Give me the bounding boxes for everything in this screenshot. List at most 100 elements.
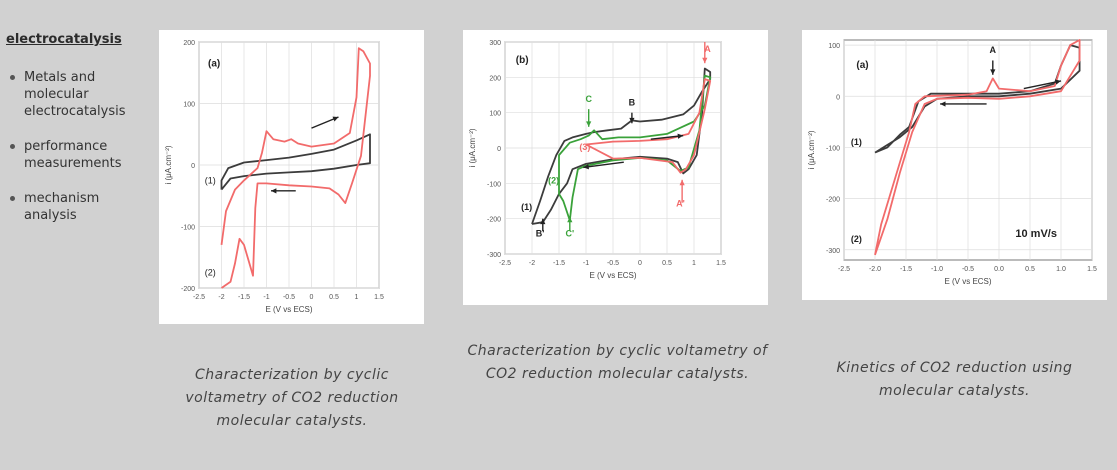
- y-tick-label: -200: [487, 217, 501, 224]
- x-tick-label: 0: [310, 294, 314, 301]
- y-tick-label: -100: [826, 145, 840, 152]
- panel-label: (b): [516, 55, 529, 66]
- sidebar-list: Metals and molecular electrocatalysis pe…: [6, 69, 146, 224]
- y-axis-label: i (μA.cm⁻²): [807, 130, 816, 169]
- annotation-label: A': [676, 198, 685, 208]
- x-tick-label: -1: [583, 260, 589, 267]
- annotation-arrow-head: [677, 133, 684, 139]
- chart-panel-3: -2.5 -2.0 -1.5 -1.0 -0.5 0.0 0.5 1.0 1.5 -300 -200…: [802, 30, 1107, 300]
- x-tick-label: -1.5: [900, 266, 912, 273]
- annotation-arrow-head: [1055, 79, 1061, 85]
- x-tick-label: -2: [529, 260, 535, 267]
- y-tick-label: 0: [191, 163, 195, 170]
- panel-label: (a): [856, 60, 868, 71]
- panel-label: (a): [208, 59, 220, 70]
- y-tick-label: 100: [489, 111, 501, 118]
- annotation-arrow: [650, 134, 684, 140]
- x-tick-label: -2: [218, 294, 224, 301]
- x-tick-label: 0.5: [662, 260, 672, 267]
- sidebar-title[interactable]: electrocatalysis: [6, 32, 122, 47]
- x-tick-label: -1.5: [553, 260, 565, 267]
- y-tick-label: 300: [489, 40, 501, 47]
- annotation-arrow: [583, 161, 624, 169]
- chart-panel-1: -2.5 -2 -1.5 -1 -0.5 0 0.5 1 1.5 -200 -100 0 100 200 E…: [159, 30, 424, 324]
- y-tick-label: -300: [487, 252, 501, 259]
- sidebar-item-mechanism[interactable]: mechanism analysis: [6, 190, 124, 224]
- x-tick-label: 1: [692, 260, 696, 267]
- x-tick-label: -1: [263, 294, 269, 301]
- x-tick-label: -0.5: [962, 266, 974, 273]
- y-tick-label: 200: [183, 40, 195, 47]
- annotation-arrow-head: [990, 69, 996, 75]
- x-tick-label: -2.5: [838, 266, 850, 273]
- scan-rate-label: 10 mV/s: [1015, 228, 1057, 240]
- annotation-label: (3): [579, 142, 590, 152]
- sidebar-item-metals[interactable]: Metals and molecular electrocatalysis: [6, 69, 142, 120]
- y-axis-label: i (μA.cm⁻²): [164, 145, 173, 184]
- annotation-arrow-head: [702, 57, 708, 64]
- y-axis-label: i (μA.cm⁻²): [468, 128, 477, 167]
- annotation-label: (2): [548, 175, 559, 185]
- annotation-label: C': [565, 228, 574, 238]
- y-tick-label: -200: [181, 286, 195, 293]
- y-tick-label: -200: [826, 197, 840, 204]
- caption-1: Characterization by cyclic voltametry of…: [185, 367, 399, 429]
- annotation-arrow-head: [567, 216, 573, 223]
- x-tick-label: 1: [355, 294, 359, 301]
- annotation-label: B': [536, 228, 545, 238]
- chart-panel-2: -2.5 -2 -1.5 -1 -0.5 0 0.5 1 1.5 -300 -200 -100 0 100…: [463, 30, 768, 305]
- sidebar-item-performance[interactable]: performance measurements: [6, 138, 142, 172]
- series-line-3: [585, 78, 712, 174]
- series-line-2: [220, 47, 371, 289]
- x-tick-label: -2.0: [869, 266, 881, 273]
- x-tick-label: 0.5: [1025, 266, 1035, 273]
- x-tick-label: 1.5: [716, 260, 726, 267]
- x-tick-label: -2.5: [193, 294, 205, 301]
- x-tick-label: 0.5: [329, 294, 339, 301]
- y-tick-label: 0: [497, 146, 501, 153]
- chart-2: -2.5 -2 -1.5 -1 -0.5 0 0.5 1 1.5 -300 -200 -100 0 100…: [468, 40, 726, 280]
- sidebar: electrocatalysis Metals and molecular el…: [6, 32, 146, 242]
- annotation-arrow-head: [586, 121, 592, 127]
- x-axis-label: E (V vs ECS): [589, 271, 636, 280]
- annotation-arrow-head: [940, 101, 946, 107]
- x-tick-label: -0.5: [283, 294, 295, 301]
- series-line-1: [220, 133, 371, 191]
- x-tick-label: -1.5: [238, 294, 250, 301]
- y-tick-label: -100: [487, 181, 501, 188]
- chart-3: -2.5 -2.0 -1.5 -1.0 -0.5 0.0 0.5 1.0 1.5 -300 -200…: [807, 39, 1097, 286]
- annotation-arrow-head: [540, 218, 546, 225]
- x-tick-label: -0.5: [607, 260, 619, 267]
- x-tick-label: 1.5: [374, 294, 384, 301]
- caption-3: Kinetics of CO2 reduction using molecula…: [836, 360, 1073, 399]
- y-tick-label: 0: [836, 94, 840, 101]
- y-tick-label: 100: [828, 43, 840, 50]
- x-axis-label: E (V vs ECS): [944, 277, 991, 286]
- annotation-label: B: [629, 98, 636, 108]
- chart-1: -2.5 -2 -1.5 -1 -0.5 0 0.5 1 1.5 -200 -100 0 100 200 E…: [164, 40, 384, 314]
- series-line-1: [531, 67, 712, 225]
- y-tick-label: -300: [826, 248, 840, 255]
- annotation-arrow-head: [629, 117, 635, 124]
- x-axis-label: E (V vs ECS): [265, 305, 312, 314]
- x-tick-label: -1.0: [931, 266, 943, 273]
- x-tick-label: 1.0: [1056, 266, 1066, 273]
- x-tick-label: 0: [638, 260, 642, 267]
- annotation-arrow: [1023, 80, 1062, 90]
- annotation-label: A: [704, 44, 711, 54]
- y-tick-label: 200: [489, 75, 501, 82]
- annotation-arrow-head: [679, 179, 685, 186]
- x-tick-label: 1.5: [1087, 266, 1097, 273]
- annotation-label: (1): [205, 175, 216, 185]
- annotation-arrow-head: [271, 188, 277, 194]
- annotation-arrow-head: [583, 164, 589, 170]
- annotation-label: (1): [521, 202, 532, 212]
- annotation-label: (2): [851, 234, 862, 244]
- y-tick-label: -100: [181, 225, 195, 232]
- series-line-2: [558, 74, 712, 222]
- annotation-label: (2): [205, 268, 216, 278]
- annotation-arrow-head: [332, 116, 339, 122]
- x-tick-label: 0.0: [994, 266, 1004, 273]
- annotation-label: C: [585, 94, 592, 104]
- annotation-label: A: [990, 45, 997, 55]
